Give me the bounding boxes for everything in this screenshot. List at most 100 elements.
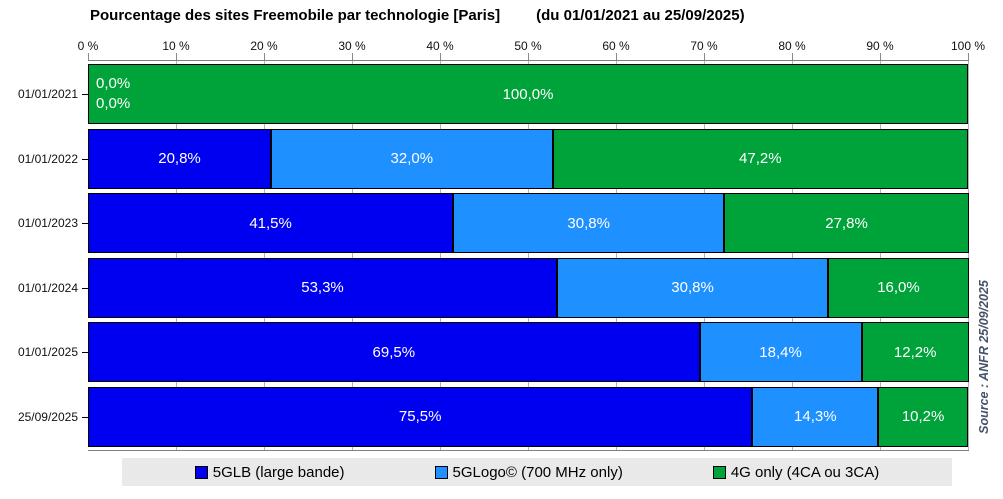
bar-segment: 30,8% [453, 193, 725, 254]
x-tick-label: 20 % [250, 39, 278, 53]
y-category-label: 01/01/2022 [17, 151, 78, 166]
y-category-label: 01/01/2021 [17, 87, 78, 101]
chart-title-row: Pourcentage des sites Freemobile par tec… [90, 7, 745, 24]
bar-segment: 69,5% [88, 322, 700, 383]
chart-title: Pourcentage des sites Freemobile par tec… [90, 7, 501, 24]
gridline [528, 61, 529, 450]
bar-value-label: 69,5% [372, 343, 416, 361]
legend-swatch [194, 465, 208, 479]
bar-rows: 100,0% 0,0% 0,0% 01/01/2021 20,8% 32,0% 47,2% 0… [18, 61, 969, 450]
legend-label: 5GLB (large bande) [212, 463, 345, 481]
y-tick-mark [82, 287, 88, 289]
y-tick-mark [82, 94, 88, 95]
x-tick-label: 70 % [690, 39, 718, 53]
legend-swatch [712, 465, 726, 479]
y-tick-mark [82, 158, 88, 160]
gridline [176, 61, 177, 450]
bar-segment: 16,0% [828, 257, 969, 318]
x-tick-label: 50 % [514, 39, 542, 53]
gridline [264, 61, 265, 450]
y-tick-mark [82, 416, 88, 418]
x-tick-label: 30 % [338, 39, 366, 53]
bar-segment: 20,8% [88, 128, 272, 189]
x-tick-label: 100 % [950, 39, 986, 53]
gridline [352, 61, 353, 450]
x-tick-mark [352, 53, 353, 61]
x-axis-tick-labels: 0 % 10 % 20 % 30 % 40 % 50 % 60 % 70 % 80 % 90 % 1… [78, 39, 985, 54]
legend-label: 5GLogo© (700 MHz only) [452, 463, 623, 481]
bar-value-label: 30,8% [671, 279, 714, 297]
bar-row: 100,0% 0,0% 0,0% 01/01/2021 [18, 64, 968, 124]
x-tick-label: 80 % [778, 39, 806, 53]
bar-value-label: 75,5% [398, 408, 442, 426]
bar-segment: 27,8% [724, 193, 969, 254]
bar-value-label: 16,0% [877, 279, 920, 297]
bar-segment: 32,0% [271, 128, 553, 189]
gridline [968, 61, 969, 450]
plot-area: 100,0% 0,0% 0,0% 01/01/2021 20,8% 32,0% 47,2% 0… [18, 61, 969, 450]
x-tick-mark [440, 53, 441, 61]
legend-swatch [434, 465, 448, 479]
bar-value-label: 53,3% [301, 279, 344, 297]
x-tick-label: 60 % [602, 39, 630, 53]
y-category-label: 01/01/2025 [17, 345, 78, 360]
bar-segment: 14,3% [752, 386, 879, 447]
legend: 5GLB (large bande) 5GLogo© (700 MHz only)… [122, 458, 952, 486]
bar-segment: 10,2% [878, 386, 968, 447]
bar-row: 41,5% 30,8% 27,8% 01/01/2023 [18, 193, 969, 254]
y-category-label: 25/09/2025 [17, 409, 78, 424]
legend-item: 4G only (4CA ou 3CA) [712, 463, 880, 481]
gridline [616, 61, 617, 450]
bar-row: 20,8% 32,0% 47,2% 01/01/2022 [18, 128, 968, 189]
x-tick-mark [528, 53, 529, 61]
bar-segment: 18,4% [699, 322, 862, 383]
bar-segment: 100,0% [88, 64, 968, 124]
y-tick-mark [82, 352, 88, 354]
bar-row: 75,5% 14,3% 10,2% 25/09/2025 [18, 386, 968, 447]
bar-segment: 47,2% [552, 128, 968, 189]
bar-value-label: 20,8% [158, 150, 201, 168]
x-tick-label: 90 % [866, 39, 894, 53]
bar-segment: 30,8% [557, 257, 829, 318]
chart-subtitle: (du 01/01/2021 au 25/09/2025) [536, 7, 745, 24]
y-tick-mark [82, 223, 88, 225]
x-tick-mark [968, 53, 969, 61]
x-tick-mark [792, 53, 793, 61]
bar-value-label: 18,4% [759, 343, 802, 361]
x-tick-mark [264, 53, 265, 61]
x-axis-tick-marks [88, 53, 969, 61]
gridline [792, 61, 793, 450]
bar-row: 69,5% 18,4% 12,2% 01/01/2025 [18, 322, 969, 383]
legend-label: 4G only (4CA ou 3CA) [730, 463, 880, 481]
x-axis-line-top [88, 60, 969, 61]
bar-segment: 53,3% [88, 257, 558, 318]
bar-value-label: 12,2% [893, 343, 937, 361]
legend-item: 5GLogo© (700 MHz only) [434, 463, 623, 481]
x-tick-label: 40 % [426, 39, 454, 53]
x-axis-line-bottom [88, 450, 969, 451]
source-note: Source : ANFR 25/09/2025 [977, 280, 991, 434]
bar-value-label: 32,0% [390, 150, 434, 168]
x-tick-label: 0 % [77, 39, 99, 53]
bar-value-label: 10,2% [901, 408, 945, 426]
gridline [704, 61, 705, 450]
bar-segment: 12,2% [861, 322, 969, 383]
gridline [440, 61, 441, 450]
bar-segment: 41,5% [88, 193, 454, 254]
gridlines [88, 61, 969, 450]
bar-value-label: 100,0% [502, 85, 554, 103]
bar-row: 53,3% 30,8% 16,0% 01/01/2024 [18, 257, 969, 318]
x-tick-label: 10 % [162, 39, 190, 53]
bar-value-label: 47,2% [739, 150, 782, 168]
x-tick-mark [616, 53, 617, 61]
x-tick-mark [88, 53, 89, 61]
x-tick-mark [880, 53, 881, 61]
gridline [880, 61, 881, 450]
legend-item: 5GLB (large bande) [194, 463, 345, 481]
bar-value-label: 14,3% [794, 408, 837, 426]
y-category-label: 01/01/2024 [17, 280, 78, 295]
x-tick-mark [704, 53, 705, 61]
bar-value-label: 27,8% [825, 214, 868, 232]
bar-value-label: 30,8% [567, 214, 610, 232]
